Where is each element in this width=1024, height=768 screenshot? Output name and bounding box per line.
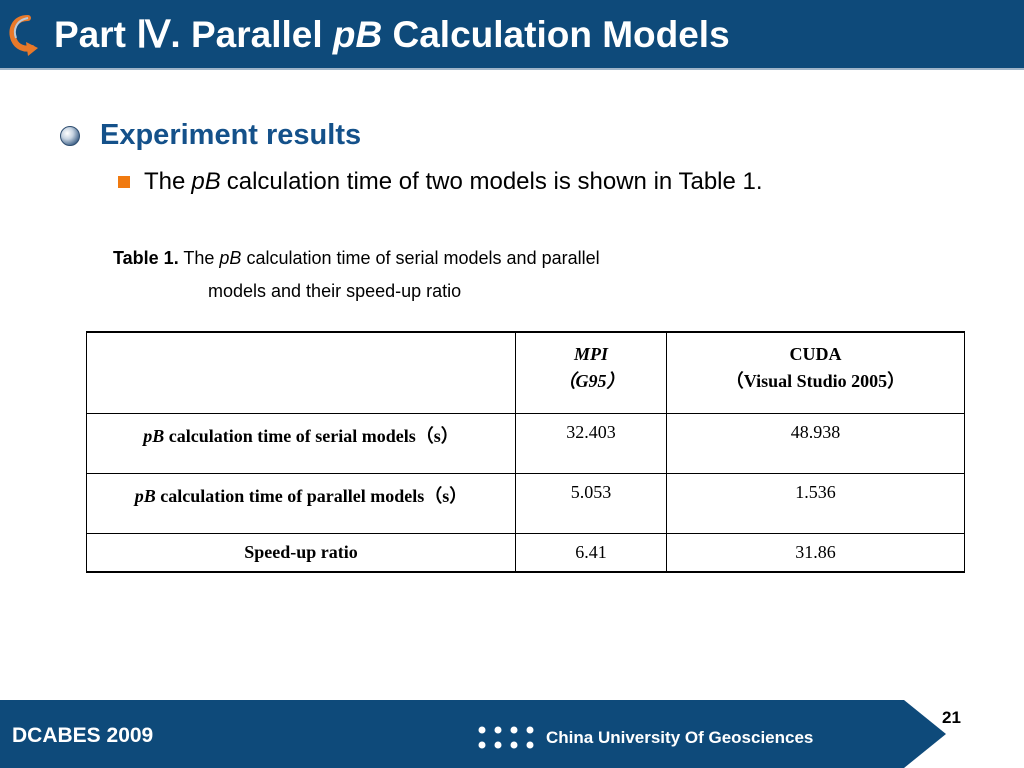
page-number: 21 — [942, 708, 961, 727]
header-mpi: MPI （G95） — [515, 331, 667, 414]
cell-mpi: 5.053 — [515, 473, 667, 534]
header-cuda: CUDA （Visual Studio 2005） — [666, 331, 965, 414]
description-suffix: calculation time of two models is shown … — [226, 168, 763, 195]
table-row: pB calculation time of serial models（s） … — [86, 413, 965, 474]
cell-mpi: 32.403 — [515, 413, 667, 474]
dots-logo-icon — [478, 726, 534, 749]
section-heading: Experiment results — [100, 119, 362, 151]
cell-cuda: 1.536 — [666, 473, 965, 534]
table-caption-line2: models and their speed-up ratio — [208, 281, 462, 301]
curved-arrow-logo-icon — [9, 15, 38, 56]
table-row: pB calculation time of parallel models（s… — [86, 473, 965, 534]
table-header-row: MPI （G95） CUDA （Visual Studio 2005） — [86, 331, 965, 414]
row-label: pB calculation time of parallel models（s… — [86, 473, 516, 534]
slide-title: Part Ⅳ. Parallel pB Calculation Models — [54, 14, 730, 55]
bullet-experiment-results: Experiment results — [60, 119, 361, 152]
bullet-description: The pB calculation time of two models is… — [118, 168, 763, 196]
results-table: MPI （G95） CUDA （Visual Studio 2005） pB cal… — [86, 331, 965, 573]
cell-cuda: 48.938 — [666, 413, 965, 474]
footer-university: China University Of Geosciences — [546, 728, 814, 747]
table-caption-line1: Table 1. The pB calculation time of seri… — [113, 248, 600, 268]
caption-label: Table 1. — [113, 248, 179, 268]
table-row: Speed-up ratio 6.41 31.86 — [86, 533, 965, 573]
footer-conference: DCABES 2009 — [12, 724, 154, 747]
cell-mpi: 6.41 — [515, 533, 667, 573]
header-empty-cell — [86, 331, 516, 414]
row-label: pB calculation time of serial models（s） — [86, 413, 516, 474]
header-bar: Part Ⅳ. Parallel pB Calculation Models — [0, 0, 1024, 70]
square-bullet-icon — [118, 176, 130, 188]
description-prefix: The — [144, 168, 186, 195]
description-italic: pB — [191, 168, 221, 195]
cell-cuda: 31.86 — [666, 533, 965, 573]
circle-bullet-icon — [60, 125, 80, 146]
footer-bar — [0, 700, 946, 768]
row-label: Speed-up ratio — [86, 533, 516, 573]
